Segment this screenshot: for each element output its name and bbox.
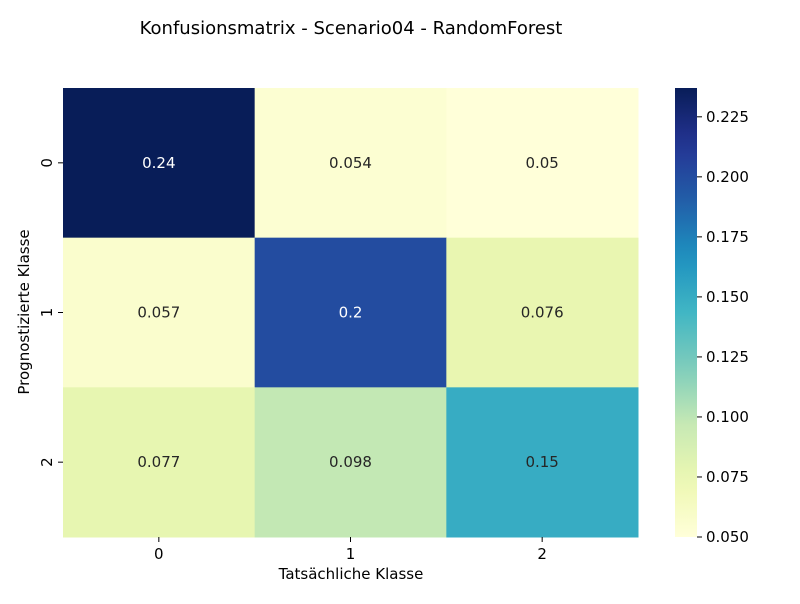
colorbar-tick-label-7: 0.225 [706, 108, 749, 126]
colorbar: 0.050 0.075 0.100 0.125 0.150 0.175 0.200 0.225 [675, 88, 749, 546]
cell-label-r0-c0: 0.24 [142, 154, 175, 172]
x-axis-label: Tatsächliche Klasse [278, 565, 424, 583]
y-tick-label-1: 1 [38, 308, 56, 318]
y-axis: 0 1 2 [38, 158, 63, 467]
colorbar-tick-label-3: 0.125 [706, 348, 749, 366]
colorbar-tick-label-6: 0.200 [706, 168, 749, 186]
heatmap-cell-r1-c1 [254, 237, 447, 388]
x-tick-label-0: 0 [154, 545, 164, 563]
colorbar-tick-label-0: 0.050 [706, 528, 749, 546]
colorbar-tick-label-1: 0.075 [706, 468, 749, 486]
cell-label-r0-c1: 0.054 [329, 154, 372, 172]
colorbar-tick-label-2: 0.100 [706, 408, 749, 426]
x-tick-label-1: 1 [346, 545, 356, 563]
colorbar-tick-label-5: 0.175 [706, 228, 749, 246]
y-tick-label-2: 2 [38, 457, 56, 467]
heatmap-cell-labels: 0.24 0.054 0.05 0.057 0.2 0.076 0.077 0.098 0.15 [137, 154, 563, 471]
colorbar-ticks: 0.050 0.075 0.100 0.125 0.150 0.175 0.200 0.225 [697, 108, 749, 546]
colorbar-gradient [675, 88, 697, 537]
heatmap-cell-r2-c0 [63, 387, 256, 538]
heatmap-cell-r2-c1 [254, 387, 447, 538]
cell-label-r2-c0: 0.077 [137, 453, 180, 471]
heatmap-cell-r2-c2 [446, 387, 639, 538]
heatmap-cell-r0-c1 [254, 88, 447, 239]
cell-label-r2-c2: 0.15 [525, 453, 558, 471]
x-tick-label-2: 2 [537, 545, 547, 563]
heatmap-cell-r1-c2 [446, 237, 639, 388]
y-tick-label-0: 0 [38, 158, 56, 168]
chart-title: Konfusionsmatrix - Scenario04 - RandomFo… [140, 18, 563, 39]
heatmap-cell-r0-c2 [446, 88, 639, 239]
colorbar-tick-label-4: 0.150 [706, 288, 749, 306]
cell-label-r1-c1: 0.2 [339, 304, 363, 322]
heatmap-cell-r1-c0 [63, 237, 256, 388]
cell-label-r1-c2: 0.076 [521, 304, 564, 322]
cell-label-r2-c1: 0.098 [329, 453, 372, 471]
x-axis: 0 1 2 [154, 537, 547, 563]
cell-label-r0-c2: 0.05 [525, 154, 558, 172]
cell-label-r1-c0: 0.057 [137, 304, 180, 322]
heatmap-cells [63, 88, 639, 538]
y-axis-label: Prognostizierte Klasse [15, 229, 33, 394]
heatmap-cell-r0-c0 [63, 88, 256, 239]
